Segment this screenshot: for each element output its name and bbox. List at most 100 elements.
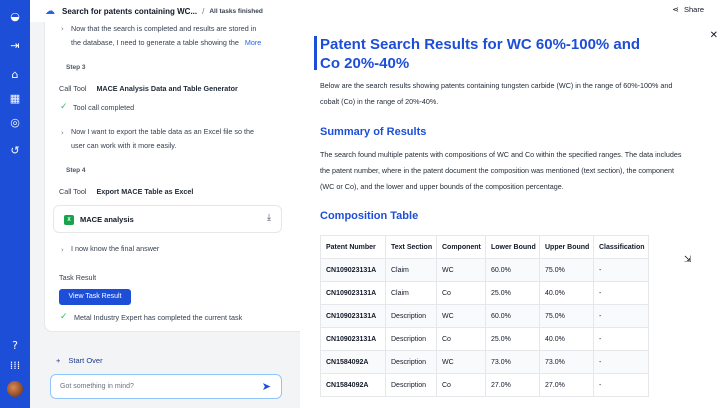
table-cell: WC <box>436 304 486 328</box>
history-icon[interactable]: ↺ <box>10 143 20 157</box>
table-cell: Description <box>385 350 437 374</box>
chat-input-placeholder: Got something in mind? <box>60 383 134 390</box>
logo-icon[interactable]: ◒ <box>10 9 20 23</box>
chevron-right-icon[interactable]: › <box>61 25 64 33</box>
file-attachment[interactable]: X MACE analysis ⤓ <box>53 205 282 233</box>
task-icon: ☁ <box>45 5 55 17</box>
chat-input[interactable]: Got something in mind? ➤ <box>50 374 282 399</box>
table-cell: - <box>593 327 649 351</box>
download-icon[interactable]: ⤓ <box>267 213 271 223</box>
final-answer-text: I now know the final answer <box>71 244 160 253</box>
table-cell: Description <box>385 327 437 351</box>
table-cell: 25.0% <box>485 327 540 351</box>
thought-text-2: Now I want to export the table data as a… <box>71 127 254 150</box>
table-cell: 27.0% <box>485 373 540 397</box>
breadcrumb-separator: / <box>202 6 205 16</box>
check-icon: ✓ <box>60 312 68 322</box>
share-label: Share <box>683 5 704 14</box>
home-icon[interactable]: ⌂ <box>11 67 19 81</box>
view-task-result-button[interactable]: View Task Result <box>59 289 131 305</box>
expert-status-text: Metal Industry Expert has completed the … <box>74 313 243 322</box>
file-name: MACE analysis <box>80 215 134 224</box>
table-cell: Co <box>436 373 486 397</box>
table-cell: CN109023131A <box>320 281 386 305</box>
dashboard-icon[interactable]: ▦ <box>9 91 21 105</box>
more-link[interactable]: More <box>244 38 262 47</box>
table-cell: - <box>593 350 649 374</box>
column-header: Component <box>436 235 486 259</box>
share-button[interactable]: ⋖ Share <box>672 5 704 14</box>
table-cell: CN1584092A <box>320 373 386 397</box>
step-4-call-tool: Call Tool Export MACE Table as Excel <box>59 187 194 196</box>
table-cell: Co <box>436 327 486 351</box>
table-cell: CN1584092A <box>320 350 386 374</box>
task-title[interactable]: Search for patents containing WC... <box>62 6 198 16</box>
step-3-label: Step 3 <box>66 64 86 71</box>
task-status: All tasks finished <box>209 7 263 15</box>
composition-table: Patent Number Text Section Component Low… <box>320 235 649 397</box>
table-cell: - <box>593 258 649 282</box>
table-cell: - <box>593 373 649 397</box>
step-3-call-tool: Call Tool MACE Analysis Data and Table Ge… <box>59 84 238 93</box>
top-bar: ☁ Search for patents containing WC... / … <box>30 0 724 22</box>
table-cell: - <box>593 304 649 328</box>
apps-icon[interactable]: ⁞⁞⁞ <box>9 358 21 372</box>
table-row: CN109023131A Description Co 25.0% 40.0% - <box>320 327 649 351</box>
table-row: CN109023131A Claim WC 60.0% 75.0% - <box>320 258 649 282</box>
title-accent-bar <box>314 36 317 70</box>
table-cell: Description <box>385 304 437 328</box>
table-cell: 75.0% <box>539 304 594 328</box>
table-cell: 73.0% <box>485 350 540 374</box>
plus-icon: + <box>56 356 61 365</box>
task-steps-card: › Now that the search is completed and r… <box>44 22 318 332</box>
help-icon[interactable]: ? <box>12 338 18 352</box>
left-rail: ◒ ⇥ ⌂ ▦ ◎ ↺ ? ⁞⁞⁞ <box>0 0 30 408</box>
step-4-label: Step 4 <box>66 167 86 174</box>
chevron-right-icon[interactable]: › <box>61 129 64 137</box>
table-cell: Description <box>385 373 437 397</box>
table-row: CN1584092A Description Co 27.0% 27.0% - <box>320 373 649 397</box>
table-cell: CN109023131A <box>320 258 386 282</box>
mouse-cursor: ⇲ <box>684 255 692 265</box>
result-document: ✕ Patent Search Results for WC 60%-100% … <box>300 22 724 408</box>
table-row: CN1584092A Description WC 73.0% 73.0% - <box>320 350 649 374</box>
summary-paragraph: The search found multiple patents with c… <box>320 150 682 191</box>
intro-paragraph: Below are the search results showing pat… <box>320 81 673 106</box>
table-cell: Co <box>436 281 486 305</box>
radar-icon[interactable]: ◎ <box>10 115 20 129</box>
table-cell: Claim <box>385 281 437 305</box>
start-over-button[interactable]: + Start Over <box>56 356 103 365</box>
column-header: Text Section <box>385 235 437 259</box>
thought-text-1: Now that the search is completed and res… <box>71 24 262 47</box>
collapse-icon[interactable]: ⇥ <box>10 38 20 52</box>
summary-heading: Summary of Results <box>320 126 427 138</box>
chevron-right-icon[interactable]: › <box>61 246 64 254</box>
table-heading: Composition Table <box>320 210 419 222</box>
table-cell: 60.0% <box>485 304 540 328</box>
table-cell: 75.0% <box>539 258 594 282</box>
column-header: Patent Number <box>320 235 386 259</box>
table-cell: Claim <box>385 258 437 282</box>
task-result-label: Task Result <box>59 273 97 282</box>
table-cell: WC <box>436 258 486 282</box>
send-icon[interactable]: ➤ <box>261 380 271 393</box>
table-row: CN109023131A Description WC 60.0% 75.0% - <box>320 304 649 328</box>
column-header: Classification <box>593 235 649 259</box>
close-icon[interactable]: ✕ <box>709 30 718 41</box>
table-cell: - <box>593 281 649 305</box>
chat-panel: › Now that the search is completed and r… <box>30 22 318 408</box>
table-cell: 40.0% <box>539 281 594 305</box>
check-icon: ✓ <box>60 102 68 112</box>
table-cell: CN109023131A <box>320 304 386 328</box>
table-cell: CN109023131A <box>320 327 386 351</box>
page-title: Patent Search Results for WC 60%-100% an… <box>320 36 641 72</box>
table-cell: WC <box>436 350 486 374</box>
excel-file-icon: X <box>64 215 74 225</box>
table-cell: 60.0% <box>485 258 540 282</box>
table-cell: 73.0% <box>539 350 594 374</box>
table-cell: 25.0% <box>485 281 540 305</box>
table-cell: 27.0% <box>539 373 594 397</box>
column-header: Lower Bound <box>485 235 540 259</box>
column-header: Upper Bound <box>539 235 594 259</box>
avatar[interactable] <box>7 381 23 397</box>
